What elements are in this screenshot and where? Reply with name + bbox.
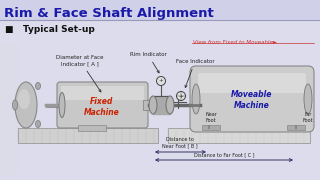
Ellipse shape — [177, 91, 186, 100]
Text: +: + — [159, 78, 164, 84]
Ellipse shape — [36, 120, 41, 127]
Ellipse shape — [166, 96, 174, 114]
Ellipse shape — [15, 82, 37, 128]
FancyBboxPatch shape — [287, 125, 305, 130]
Ellipse shape — [156, 76, 165, 86]
FancyBboxPatch shape — [0, 45, 18, 175]
FancyBboxPatch shape — [202, 125, 220, 130]
FancyBboxPatch shape — [18, 128, 158, 143]
Text: Fixed
Machine: Fixed Machine — [84, 97, 120, 117]
Text: Near
Foot: Near Foot — [205, 112, 217, 123]
FancyBboxPatch shape — [168, 128, 310, 143]
Text: Distance to Far Foot [ C ]: Distance to Far Foot [ C ] — [194, 152, 254, 157]
FancyBboxPatch shape — [57, 82, 148, 128]
Ellipse shape — [36, 82, 41, 89]
Text: View from Fixed to Moveable►: View from Fixed to Moveable► — [193, 39, 277, 44]
Ellipse shape — [304, 84, 312, 114]
Text: Distance to
Near Foot [ B ]: Distance to Near Foot [ B ] — [162, 137, 198, 148]
FancyBboxPatch shape — [198, 73, 306, 93]
Text: Far
Foot: Far Foot — [303, 112, 313, 123]
Text: Rim Indicator: Rim Indicator — [130, 52, 166, 73]
Ellipse shape — [18, 89, 30, 109]
FancyBboxPatch shape — [190, 66, 314, 132]
Text: +: + — [179, 93, 183, 98]
Text: Face Indicator: Face Indicator — [176, 59, 214, 87]
FancyBboxPatch shape — [61, 86, 144, 100]
FancyBboxPatch shape — [78, 125, 106, 131]
FancyBboxPatch shape — [143, 100, 149, 110]
Ellipse shape — [192, 84, 200, 114]
Text: Diameter at Face
Indicator [ A ]: Diameter at Face Indicator [ A ] — [56, 55, 104, 92]
Text: ■   Typical Set-up: ■ Typical Set-up — [5, 26, 95, 35]
Text: Rim & Face Shaft Alignment: Rim & Face Shaft Alignment — [4, 6, 214, 19]
Text: Moveable
Machine: Moveable Machine — [231, 90, 273, 110]
FancyBboxPatch shape — [0, 0, 320, 20]
Ellipse shape — [12, 100, 18, 110]
Ellipse shape — [59, 93, 65, 118]
Ellipse shape — [149, 96, 157, 114]
